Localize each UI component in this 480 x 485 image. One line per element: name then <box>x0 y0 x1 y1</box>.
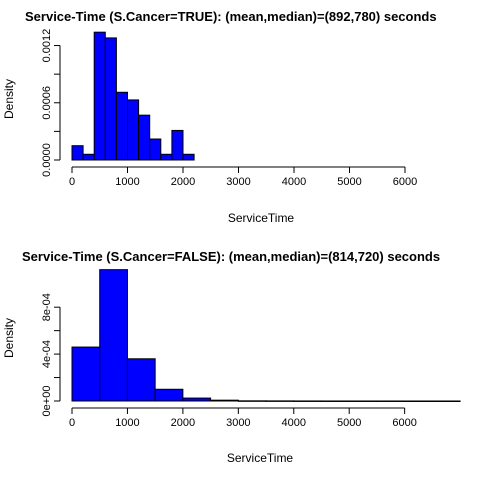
x-tick-label: 2000 <box>171 176 195 188</box>
axes-top: 0 1000 2000 3000 4000 5000 6000 0.0000 0.0006 0.0… <box>41 29 417 188</box>
x-axis-label-bottom: ServiceTime <box>227 451 294 465</box>
x-tick-label: 6000 <box>393 176 417 188</box>
histogram-bar <box>237 400 267 402</box>
histogram-bar <box>182 153 195 161</box>
histogram-bar <box>320 400 350 402</box>
x-tick-label: 2000 <box>171 417 195 429</box>
x-tick-label: 3000 <box>226 176 250 188</box>
histogram-bar <box>431 400 461 402</box>
x-tick-label: 0 <box>69 417 75 429</box>
x-tick-label: 1000 <box>115 417 139 429</box>
histogram-bar <box>376 400 406 402</box>
histogram-bar <box>99 269 128 402</box>
x-tick-label: 4000 <box>282 417 306 429</box>
x-tick-label: 3000 <box>226 417 250 429</box>
x-tick-label: 4000 <box>282 176 306 188</box>
histogram-bar <box>210 399 239 402</box>
histogram-bar <box>149 138 162 161</box>
y-tick-label: 4e-04 <box>41 340 53 368</box>
histogram-bar <box>160 153 173 161</box>
x-tick-label: 5000 <box>337 417 361 429</box>
histogram-bar <box>171 129 184 161</box>
histogram-bar <box>265 400 295 402</box>
bars-top <box>71 31 195 161</box>
histogram-bar <box>154 388 184 402</box>
chart-title-bottom: Service-Time (S.Cancer=FALSE): (mean,med… <box>22 249 440 264</box>
histogram-bar <box>348 400 378 402</box>
histogram-bar <box>404 400 433 402</box>
histogram-bar <box>104 37 117 161</box>
y-tick-label: 0.0006 <box>41 86 53 120</box>
x-tick-label: 6000 <box>392 417 416 429</box>
y-axis-label-bottom: Density <box>2 318 16 358</box>
y-tick-label: 0.0000 <box>41 143 53 177</box>
histogram-bar <box>127 99 140 161</box>
axes-bottom: 0 1000 2000 3000 4000 5000 6000 0e+00 4e-04 8e-04 <box>41 293 417 429</box>
histogram-bar <box>82 153 95 161</box>
histogram-bar <box>182 397 212 402</box>
y-tick-label: 0.0012 <box>41 29 53 63</box>
histogram-bar <box>126 358 156 402</box>
bars-bottom <box>71 269 461 402</box>
histogram-bar <box>93 31 106 161</box>
histogram-bar <box>71 145 84 161</box>
x-tick-label: 1000 <box>115 176 139 188</box>
y-tick-label: 8e-04 <box>41 293 53 321</box>
y-tick-label: 0e+00 <box>41 386 53 417</box>
x-tick-label: 5000 <box>337 176 361 188</box>
y-axis-label-top: Density <box>2 79 16 119</box>
x-tick-label: 0 <box>69 176 75 188</box>
histogram-bar <box>71 346 101 402</box>
histogram-bar <box>115 91 129 161</box>
chart-title-top: Service-Time (S.Cancer=TRUE): (mean,medi… <box>25 9 437 24</box>
histogram-bar <box>138 114 151 161</box>
x-axis-label-top: ServiceTime <box>228 211 295 225</box>
histogram-bar <box>293 400 322 402</box>
